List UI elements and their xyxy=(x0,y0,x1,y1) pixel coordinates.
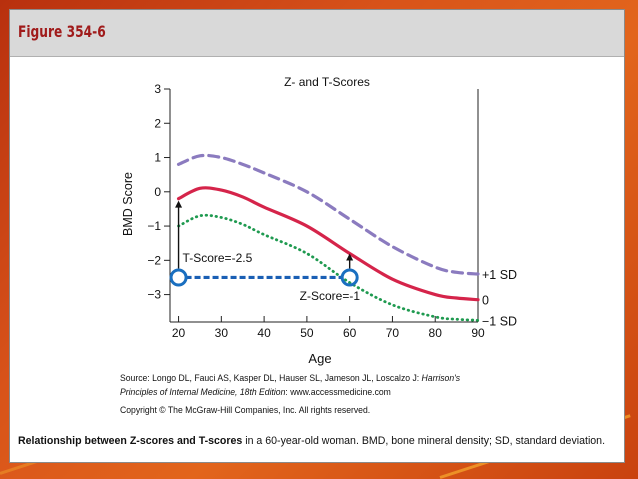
y-tick-label: 2 xyxy=(154,116,161,130)
t-score-label: T-Score=-2.5 xyxy=(183,251,253,265)
t-score-marker xyxy=(169,268,188,287)
figure-caption: Relationship between Z-scores and T-scor… xyxy=(18,435,605,447)
annotations: T-Score=-2.5 Z-Score=-1 xyxy=(169,200,361,303)
series-label: −1 SD xyxy=(482,314,517,328)
x-tick-label: 40 xyxy=(257,326,271,340)
x-tick-label: 80 xyxy=(429,326,443,340)
x-tick-label: 20 xyxy=(172,326,186,340)
y-tick-label: 1 xyxy=(154,151,161,165)
y-tick-label: 0 xyxy=(154,185,161,199)
y-tick-label: −3 xyxy=(147,288,161,302)
axes: −3 −2 −1 0 1 2 3 20 30 40 50 60 70 80 90 xyxy=(147,82,485,340)
series-label: 0 xyxy=(482,294,489,308)
x-tick-label: 60 xyxy=(343,326,357,340)
series-line xyxy=(176,153,480,276)
caption-text: in a 60-year-old woman. BMD, bone minera… xyxy=(242,435,606,447)
source-url: : www.accessmedicine.com xyxy=(285,386,391,397)
z-t-score-chart: Z- and T-Scores BMD Score Age −3 −2 −1 0 1 2 3… xyxy=(121,75,517,366)
chart-title: Z- and T-Scores xyxy=(284,75,370,89)
source-text: Source: Longo DL, Fauci AS, Kasper DL, H… xyxy=(120,372,422,383)
x-tick-label: 30 xyxy=(215,326,229,340)
series-label: +1 SD xyxy=(482,268,517,282)
source-credit-line2: Principles of Internal Medicine, 18th Ed… xyxy=(120,386,391,397)
book-title-part1: Harrison's xyxy=(421,372,461,383)
series-line xyxy=(177,213,480,322)
source-credit: Source: Longo DL, Fauci AS, Kasper DL, H… xyxy=(120,372,460,383)
x-axis-label: Age xyxy=(308,351,331,366)
z-score-label: Z-Score=-1 xyxy=(300,289,361,303)
copyright: Copyright © The McGraw-Hill Companies, I… xyxy=(120,404,371,415)
y-tick-label: −2 xyxy=(147,253,161,267)
x-tick-label: 70 xyxy=(386,326,400,340)
y-tick-label: 3 xyxy=(154,82,161,96)
caption-bold: Relationship between Z-scores and T-scor… xyxy=(18,435,243,447)
z-score-arrow-head xyxy=(346,253,354,261)
series-group: +1 SD 0 −1 SD xyxy=(176,153,517,328)
book-title-part2: Principles of Internal Medicine, 18th Ed… xyxy=(120,386,286,397)
t-score-arrow-head xyxy=(175,200,183,208)
figure-header: Figure 354-6 xyxy=(10,10,624,57)
x-tick-label: 90 xyxy=(471,326,485,340)
y-tick-label: −1 xyxy=(147,219,161,233)
figure-label: Figure 354-6 xyxy=(18,22,106,41)
z-score-marker xyxy=(340,268,359,287)
y-axis-label: BMD Score xyxy=(121,172,135,236)
series-line xyxy=(176,186,480,302)
slide-frame: Figure 354-6 Z- and T-Scores BMD Score A… xyxy=(9,9,625,463)
x-tick-label: 50 xyxy=(300,326,314,340)
